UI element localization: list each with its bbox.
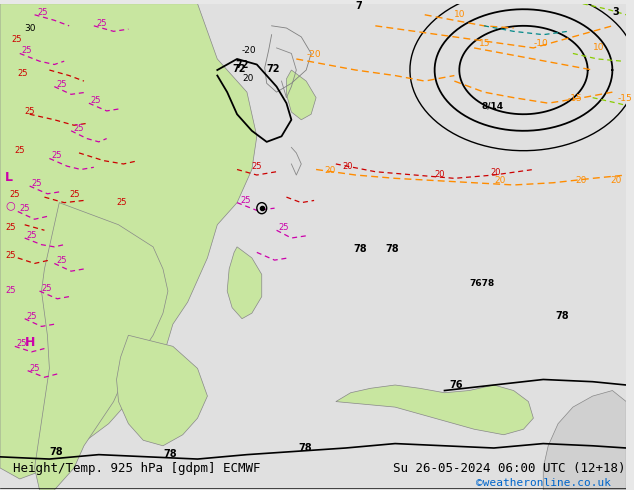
Text: 25: 25 [117, 198, 127, 207]
Text: 72: 72 [235, 60, 249, 70]
Text: 3: 3 [612, 7, 619, 17]
Text: 20: 20 [242, 74, 254, 83]
Text: 25: 25 [41, 284, 52, 293]
Text: -20: -20 [306, 50, 321, 59]
Text: 25: 25 [51, 151, 62, 160]
Text: 25: 25 [12, 35, 22, 45]
Text: 78: 78 [49, 446, 63, 457]
Text: 76: 76 [450, 380, 463, 391]
Text: 72: 72 [267, 64, 280, 74]
Polygon shape [35, 203, 168, 490]
Text: 25: 25 [278, 223, 289, 232]
Text: 25: 25 [10, 190, 20, 199]
Polygon shape [336, 385, 533, 435]
Text: 78: 78 [354, 245, 367, 254]
Text: L: L [5, 171, 13, 184]
Text: 25: 25 [16, 339, 27, 348]
Polygon shape [227, 247, 262, 318]
Text: ○: ○ [5, 200, 15, 210]
Text: 25: 25 [5, 223, 15, 232]
Text: 78: 78 [385, 245, 399, 254]
Text: 7: 7 [356, 1, 363, 11]
Text: Height/Temp. 925 hPa [gdpm] ECMWF: Height/Temp. 925 hPa [gdpm] ECMWF [13, 462, 260, 475]
Text: 25: 25 [5, 286, 15, 295]
Text: -10: -10 [533, 39, 548, 48]
Text: 25: 25 [97, 19, 107, 28]
Text: 25: 25 [27, 231, 37, 240]
Text: 25: 25 [18, 69, 29, 77]
Text: 25: 25 [32, 179, 42, 188]
Text: 25: 25 [5, 251, 15, 260]
Text: 25: 25 [73, 124, 84, 133]
Text: ©weatheronline.co.uk: ©weatheronline.co.uk [476, 478, 611, 488]
Text: 30: 30 [25, 24, 36, 33]
Text: 20: 20 [343, 163, 353, 172]
Text: 20: 20 [434, 170, 445, 179]
Text: 25: 25 [20, 204, 30, 214]
Text: 15: 15 [479, 39, 491, 48]
Text: 72: 72 [232, 64, 245, 74]
Text: -15: -15 [568, 94, 583, 103]
Text: 10: 10 [455, 10, 466, 19]
Text: 25: 25 [252, 163, 262, 172]
Text: 20: 20 [494, 176, 505, 185]
Text: 25: 25 [22, 47, 32, 55]
Text: 25: 25 [69, 190, 80, 199]
Text: 8/14: 8/14 [481, 102, 503, 111]
Text: 25: 25 [15, 146, 25, 155]
Polygon shape [0, 4, 257, 479]
Text: 25: 25 [30, 364, 40, 372]
Polygon shape [287, 70, 316, 120]
Text: 25: 25 [27, 312, 37, 320]
Text: 7678: 7678 [469, 278, 495, 288]
Text: 20: 20 [324, 166, 335, 175]
Text: 78: 78 [298, 443, 312, 453]
Text: 25: 25 [56, 256, 67, 266]
Polygon shape [543, 391, 626, 490]
Text: 20: 20 [611, 176, 622, 185]
Polygon shape [117, 335, 207, 446]
Text: 25: 25 [25, 107, 36, 116]
Text: Su 26-05-2024 06:00 UTC (12+18): Su 26-05-2024 06:00 UTC (12+18) [393, 462, 626, 475]
Text: 25: 25 [56, 79, 67, 89]
Text: -15: -15 [618, 94, 632, 103]
Text: 10: 10 [593, 43, 604, 52]
Text: 78: 78 [163, 449, 177, 459]
Text: -20: -20 [242, 47, 257, 55]
Text: 25: 25 [91, 96, 101, 105]
Text: 78: 78 [555, 311, 569, 320]
Text: 20: 20 [575, 176, 586, 185]
Text: 25: 25 [37, 8, 48, 17]
Text: 25: 25 [240, 196, 250, 205]
Text: 20: 20 [490, 168, 500, 177]
Text: H: H [25, 336, 35, 349]
